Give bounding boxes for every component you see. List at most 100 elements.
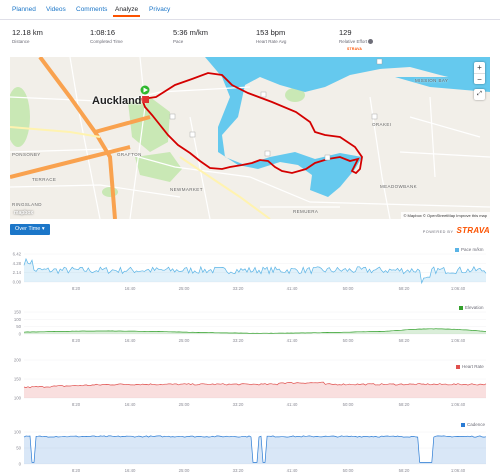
pace-y-tick: 4.28 [13,261,22,266]
tab-planned[interactable]: Planned [12,6,36,13]
pace-area [24,258,486,283]
area-label-grafton: GRAFTON [117,152,142,157]
cadence-x-tick: 41:40 [287,468,298,473]
elevation-x-tick: 16:40 [125,338,136,343]
strava-mini-logo: STRAVA [347,47,363,51]
pace-line [23,257,487,285]
elevation-y-tick: 150 [14,310,22,315]
area-label-remuera: REMUERA [293,209,319,214]
route-map[interactable]: Auckland GRAFTON NEWMARKET REMUERA MEADO… [10,57,490,219]
stat-label: Relative Effort [339,39,374,45]
heart_rate-y-tick: 200 [14,358,22,363]
area-label-newmarket: NEWMARKET [170,187,203,192]
area-label-meadowbank: MEADOWBANK [380,184,418,189]
heart_rate-x-tick: 1:06:40 [451,402,466,407]
charts-canvas: 0.00 2.14 4.28 6.42 8:20 16:40 25:00 33:20 41:40… [13,252,487,473]
legend-label: Cadence [467,422,486,427]
heart_rate-x-tick: 33:20 [233,402,244,407]
pace-y-tick: 6.42 [13,252,22,257]
stat-distance: 12.18 km Distance [12,28,43,44]
legend-label: Heart Rate [462,364,484,369]
cadence-y-tick: 100 [14,430,22,435]
stat-heart-rate: 153 bpm Heart Rate Avg [256,28,286,44]
stat-label: Heart Rate Avg [256,39,287,44]
strava-logo: STRAVA [456,226,490,235]
legend-heart-rate: Heart Rate [456,364,484,369]
cadence-area [24,435,486,464]
elevation-y-tick: 100 [14,317,22,322]
stat-relative-effort: 129 Relative Effort STRAVA [339,28,374,51]
cadence-x-tick: 58:20 [399,468,410,473]
heart_rate-x-tick: 25:00 [179,402,190,407]
stat-value: 5:36 m/km [173,28,209,37]
powered-by-strava: POWERED BY STRAVA [423,226,490,235]
elevation-x-tick: 25:00 [179,338,190,343]
legend-elevation: Elevation [459,305,484,310]
tab-analyze[interactable]: Analyze [112,6,141,17]
tab-privacy[interactable]: Privacy [149,6,171,13]
legend-pace: Pace m/km [455,247,484,252]
area-label-ponsonby: PONSONBY [12,152,41,157]
heart_rate-x-tick: 41:40 [287,402,298,407]
elevation-x-tick: 8:20 [72,338,81,343]
heart_rate-y-tick: 100 [14,396,22,401]
over-time-dropdown[interactable]: Over Time ▾ [10,224,50,235]
activity-stats: 12.18 km Distance 1:08:16 Completed Time… [0,20,500,51]
powered-by-label: POWERED BY [422,230,454,234]
tab-videos[interactable]: Videos [46,6,66,13]
map-attribution[interactable]: © Mapbox © OpenStreetMap Improve this ma… [400,212,490,219]
area-label-orakei: ORAKEI [372,122,392,127]
elevation-line [23,328,487,334]
heart_rate-area [24,382,486,398]
heart_rate-x-tick: 50:00 [343,402,354,407]
city-label: Auckland [92,95,142,107]
cadence-x-tick: 16:40 [125,468,136,473]
activity-tabs: Planned Videos Comments Analyze Privacy [0,0,500,20]
area-label-ringsland: RINGSLAND [12,202,42,207]
cadence-x-tick: 1:06:40 [451,468,466,473]
stat-pace: 5:36 m/km Pace [173,28,208,44]
stat-label: Completed Time [90,39,123,44]
stat-value: 129 [339,28,352,37]
info-icon[interactable] [368,39,374,45]
tab-comments[interactable]: Comments [76,6,108,13]
area-label-terrace: TERRACE [32,177,57,182]
elevation-x-tick: 41:40 [287,338,298,343]
pace-x-tick: 1:06:40 [451,286,466,291]
cadence-x-tick: 33:20 [233,468,244,473]
route-line [140,72,363,175]
heart_rate-x-tick: 16:40 [125,402,136,407]
legend-cadence: Cadence [461,422,485,427]
pace-y-tick: 2.14 [13,270,22,275]
pace-x-tick: 58:20 [399,286,410,291]
stat-completed-time: 1:08:16 Completed Time [90,28,123,44]
analysis-controls: Over Time ▾ POWERED BY STRAVA [10,224,490,236]
heart_rate-line [23,381,487,389]
pace-x-tick: 33:20 [233,286,244,291]
zoom-controls: + − [474,62,485,84]
fullscreen-icon[interactable]: ⤢ [474,89,485,100]
legend-swatch [459,305,463,310]
zoom-out-button[interactable]: − [474,73,485,84]
legend-swatch [461,422,465,427]
stream-charts[interactable]: 0.00 2.14 4.28 6.42 8:20 16:40 25:00 33:20 41:40… [0,244,500,476]
zoom-in-button[interactable]: + [477,63,482,72]
cadence-y-tick: 50 [16,446,21,451]
cadence-x-tick: 50:00 [343,468,354,473]
pace-x-tick: 50:00 [343,286,354,291]
elevation-x-tick: 1:06:40 [451,338,466,343]
elevation-x-tick: 58:20 [399,338,410,343]
cadence-x-tick: 8:20 [72,468,81,473]
stat-value: 12.18 km [12,28,43,37]
legend-label: Pace m/km [461,247,484,252]
legend-swatch [455,247,459,252]
cadence-x-tick: 25:00 [179,468,190,473]
pace-x-tick: 25:00 [179,286,190,291]
heart_rate-x-tick: 8:20 [72,402,81,407]
legend-swatch [456,364,460,369]
heart_rate-x-tick: 58:20 [399,402,410,407]
elevation-y-tick: 50 [16,324,21,329]
pace-y-tick: 0.00 [13,280,22,285]
legend-label: Elevation [465,305,484,310]
pace-x-tick: 16:40 [125,286,136,291]
